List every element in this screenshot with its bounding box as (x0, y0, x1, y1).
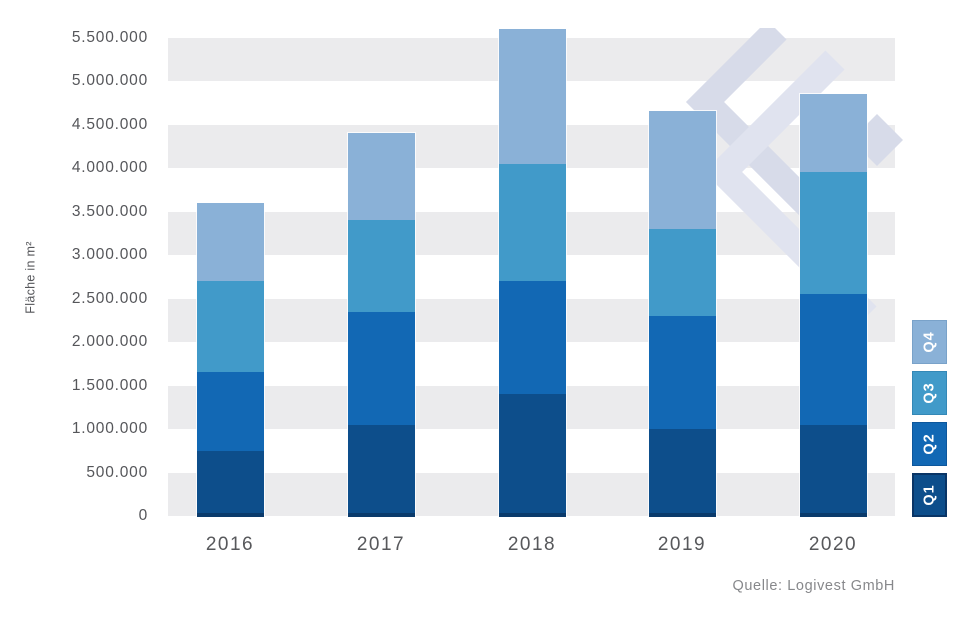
y-tick-label: 1.500.000 (71, 376, 148, 394)
bar-2020-q4-segment (799, 94, 867, 173)
bar-2017-baseline-edge (347, 512, 415, 517)
y-tick-label: 3.000.000 (71, 246, 148, 263)
bar-2020-q3-segment (799, 172, 867, 295)
bar-2017-q2-segment (347, 311, 415, 425)
bar-2016-q3-segment (196, 281, 264, 373)
bar-2018 (497, 27, 567, 517)
y-tick-label: 5.500.000 (71, 28, 148, 46)
legend-item-q2: Q2 (912, 422, 947, 466)
y-tick-label: 4.000.000 (71, 159, 148, 176)
bar-2020-q2-segment (799, 294, 867, 425)
bar-2018-q2-segment (498, 281, 566, 395)
bar-2019 (647, 110, 717, 517)
bar-2020-baseline-edge (799, 512, 867, 517)
y-tick-label: 0 (138, 507, 148, 524)
x-tick-label-2016: 2016 (205, 534, 255, 555)
x-tick-label-2019: 2019 (657, 534, 707, 555)
bar-2019-baseline-edge (648, 512, 716, 517)
bar-2018-baseline-edge (498, 512, 566, 517)
bar-2016-q2-segment (196, 372, 264, 451)
bar-2016-q1-segment (196, 450, 264, 516)
bar-2017-q1-segment (347, 424, 415, 516)
legend-label-q4: Q4 (921, 331, 938, 353)
legend-label-q3: Q3 (921, 382, 938, 404)
y-tick-label: 3.500.000 (71, 202, 148, 220)
legend-label-q1: Q1 (921, 484, 938, 506)
bar-2016 (195, 201, 265, 517)
y-tick-label: 500.000 (86, 463, 148, 481)
y-tick-label: 2.000.000 (71, 333, 148, 350)
bar-2019-q2-segment (648, 315, 716, 429)
bar-2019-q4-segment (648, 111, 716, 229)
bar-2020 (798, 93, 868, 517)
legend-item-q4: Q4 (912, 320, 947, 364)
legend-item-q3: Q3 (912, 371, 947, 415)
bar-2018-q1-segment (498, 394, 566, 516)
bar-2019-q3-segment (648, 228, 716, 316)
x-tick-label-2020: 2020 (808, 534, 858, 555)
bar-2019-q1-segment (648, 428, 716, 516)
y-tick-label: 1.000.000 (71, 420, 148, 437)
legend-label-q2: Q2 (921, 433, 938, 455)
bar-2017-q4-segment (347, 133, 415, 221)
x-tick-label-2017: 2017 (356, 534, 406, 555)
y-tick-label: 4.500.000 (71, 115, 148, 133)
bar-2020-q1-segment (799, 424, 867, 516)
bar-2017-q3-segment (347, 220, 415, 312)
bar-2016-baseline-edge (196, 512, 264, 517)
y-axis-title: Fläche in m² (23, 241, 38, 314)
bar-2018-q4-segment (498, 28, 566, 164)
y-tick-label: 5.000.000 (71, 72, 148, 89)
source-caption: Quelle: Logivest GmbH (732, 578, 895, 594)
legend-item-q1: Q1 (912, 473, 947, 517)
x-tick-label-2018: 2018 (507, 534, 557, 555)
bar-2018-q3-segment (498, 163, 566, 282)
bar-2017 (346, 132, 416, 517)
y-tick-label: 2.500.000 (71, 289, 148, 307)
bar-2016-q4-segment (196, 202, 264, 282)
